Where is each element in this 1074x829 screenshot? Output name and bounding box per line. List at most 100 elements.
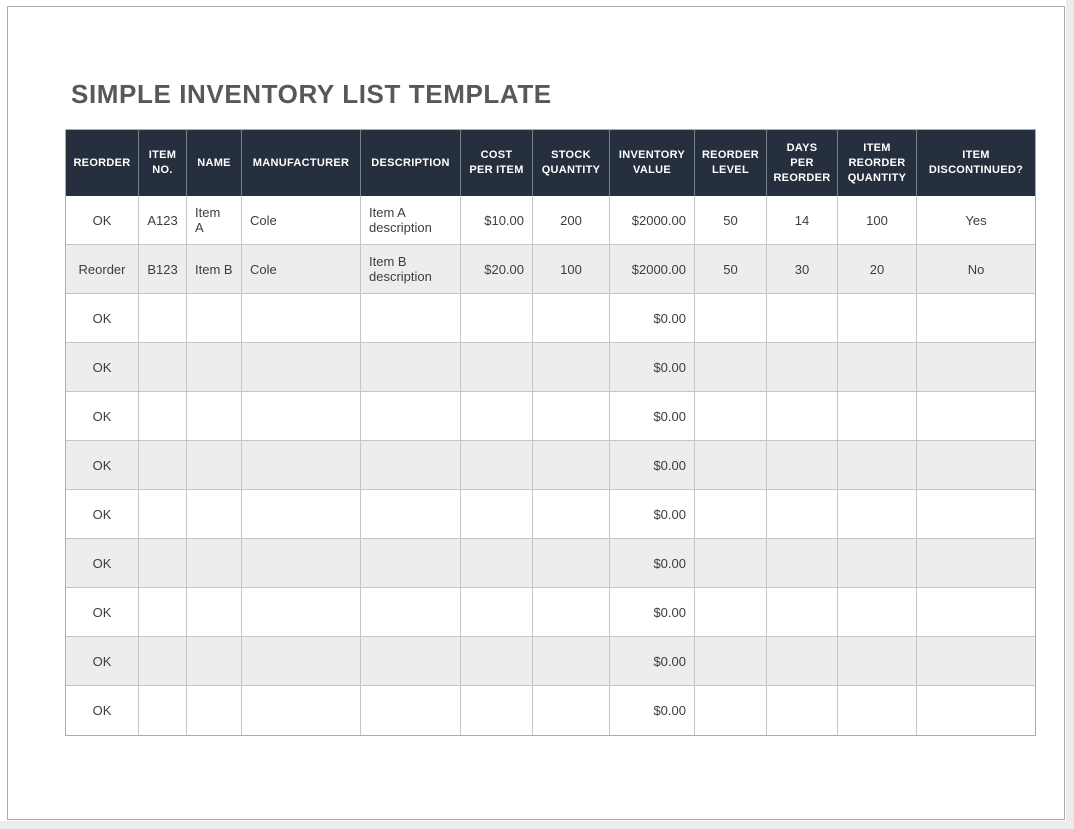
cell-name[interactable] <box>187 686 242 735</box>
cell-inventory-value[interactable]: $0.00 <box>610 588 695 637</box>
cell-inventory-value[interactable]: $0.00 <box>610 343 695 392</box>
cell-days-per-reorder[interactable]: 30 <box>767 245 838 294</box>
cell-name[interactable] <box>187 294 242 343</box>
cell-manufacturer[interactable] <box>242 637 361 686</box>
cell-name[interactable] <box>187 343 242 392</box>
cell-item-no[interactable] <box>139 637 187 686</box>
cell-stock-quantity[interactable] <box>533 294 610 343</box>
cell-reorder[interactable]: Reorder <box>66 245 139 294</box>
cell-cost-per-item[interactable] <box>461 294 533 343</box>
cell-days-per-reorder[interactable] <box>767 392 838 441</box>
cell-days-per-reorder[interactable] <box>767 539 838 588</box>
cell-reorder-level[interactable] <box>695 294 767 343</box>
cell-reorder-level[interactable]: 50 <box>695 245 767 294</box>
cell-manufacturer[interactable] <box>242 343 361 392</box>
cell-item-no[interactable] <box>139 294 187 343</box>
cell-item-no[interactable] <box>139 686 187 735</box>
cell-days-per-reorder[interactable] <box>767 588 838 637</box>
cell-reorder-level[interactable] <box>695 490 767 539</box>
cell-inventory-value[interactable]: $0.00 <box>610 441 695 490</box>
cell-reorder-level[interactable] <box>695 539 767 588</box>
cell-item-no[interactable] <box>139 539 187 588</box>
cell-manufacturer[interactable] <box>242 588 361 637</box>
cell-name[interactable] <box>187 637 242 686</box>
cell-item-reorder-quantity[interactable] <box>838 392 917 441</box>
cell-stock-quantity[interactable] <box>533 637 610 686</box>
cell-item-discontinued[interactable] <box>917 490 1035 539</box>
cell-item-reorder-quantity[interactable] <box>838 490 917 539</box>
cell-days-per-reorder[interactable] <box>767 686 838 735</box>
cell-item-reorder-quantity[interactable] <box>838 343 917 392</box>
cell-item-discontinued[interactable] <box>917 441 1035 490</box>
cell-description[interactable] <box>361 294 461 343</box>
cell-description[interactable] <box>361 539 461 588</box>
cell-item-no[interactable] <box>139 343 187 392</box>
cell-reorder-level[interactable] <box>695 686 767 735</box>
cell-description[interactable] <box>361 588 461 637</box>
cell-reorder[interactable]: OK <box>66 490 139 539</box>
cell-description[interactable] <box>361 637 461 686</box>
cell-reorder[interactable]: OK <box>66 588 139 637</box>
cell-item-no[interactable] <box>139 490 187 539</box>
cell-item-no[interactable] <box>139 588 187 637</box>
cell-manufacturer[interactable] <box>242 294 361 343</box>
cell-days-per-reorder[interactable] <box>767 637 838 686</box>
cell-item-discontinued[interactable] <box>917 686 1035 735</box>
cell-inventory-value[interactable]: $0.00 <box>610 490 695 539</box>
cell-item-discontinued[interactable] <box>917 392 1035 441</box>
cell-cost-per-item[interactable] <box>461 392 533 441</box>
cell-item-reorder-quantity[interactable] <box>838 294 917 343</box>
cell-item-discontinued[interactable] <box>917 294 1035 343</box>
cell-days-per-reorder[interactable] <box>767 490 838 539</box>
cell-cost-per-item[interactable] <box>461 343 533 392</box>
cell-item-no[interactable] <box>139 392 187 441</box>
cell-item-reorder-quantity[interactable] <box>838 539 917 588</box>
cell-description[interactable] <box>361 490 461 539</box>
cell-manufacturer[interactable] <box>242 539 361 588</box>
cell-days-per-reorder[interactable]: 14 <box>767 196 838 245</box>
cell-name[interactable] <box>187 588 242 637</box>
cell-name[interactable]: Item B <box>187 245 242 294</box>
cell-reorder[interactable]: OK <box>66 343 139 392</box>
cell-item-no[interactable]: B123 <box>139 245 187 294</box>
cell-stock-quantity[interactable] <box>533 441 610 490</box>
cell-manufacturer[interactable] <box>242 392 361 441</box>
cell-item-discontinued[interactable] <box>917 539 1035 588</box>
cell-item-reorder-quantity[interactable] <box>838 686 917 735</box>
cell-manufacturer[interactable] <box>242 686 361 735</box>
cell-manufacturer[interactable]: Cole <box>242 196 361 245</box>
cell-reorder-level[interactable] <box>695 392 767 441</box>
cell-item-reorder-quantity[interactable]: 20 <box>838 245 917 294</box>
cell-name[interactable]: Item A <box>187 196 242 245</box>
cell-cost-per-item[interactable] <box>461 588 533 637</box>
cell-cost-per-item[interactable] <box>461 490 533 539</box>
cell-stock-quantity[interactable] <box>533 392 610 441</box>
cell-item-discontinued[interactable]: Yes <box>917 196 1035 245</box>
cell-item-discontinued[interactable] <box>917 343 1035 392</box>
cell-item-discontinued[interactable] <box>917 637 1035 686</box>
cell-inventory-value[interactable]: $2000.00 <box>610 196 695 245</box>
cell-reorder[interactable]: OK <box>66 686 139 735</box>
cell-cost-per-item[interactable]: $20.00 <box>461 245 533 294</box>
cell-name[interactable] <box>187 490 242 539</box>
cell-stock-quantity[interactable]: 200 <box>533 196 610 245</box>
cell-inventory-value[interactable]: $0.00 <box>610 686 695 735</box>
cell-stock-quantity[interactable]: 100 <box>533 245 610 294</box>
cell-item-reorder-quantity[interactable] <box>838 588 917 637</box>
cell-days-per-reorder[interactable] <box>767 294 838 343</box>
cell-item-no[interactable]: A123 <box>139 196 187 245</box>
cell-inventory-value[interactable]: $2000.00 <box>610 245 695 294</box>
cell-reorder[interactable]: OK <box>66 539 139 588</box>
cell-description[interactable] <box>361 441 461 490</box>
cell-name[interactable] <box>187 441 242 490</box>
cell-cost-per-item[interactable] <box>461 637 533 686</box>
cell-manufacturer[interactable] <box>242 490 361 539</box>
cell-cost-per-item[interactable] <box>461 441 533 490</box>
cell-description[interactable] <box>361 343 461 392</box>
cell-stock-quantity[interactable] <box>533 686 610 735</box>
cell-inventory-value[interactable]: $0.00 <box>610 637 695 686</box>
cell-item-no[interactable] <box>139 441 187 490</box>
cell-description[interactable]: Item B description <box>361 245 461 294</box>
cell-reorder-level[interactable]: 50 <box>695 196 767 245</box>
cell-reorder[interactable]: OK <box>66 637 139 686</box>
